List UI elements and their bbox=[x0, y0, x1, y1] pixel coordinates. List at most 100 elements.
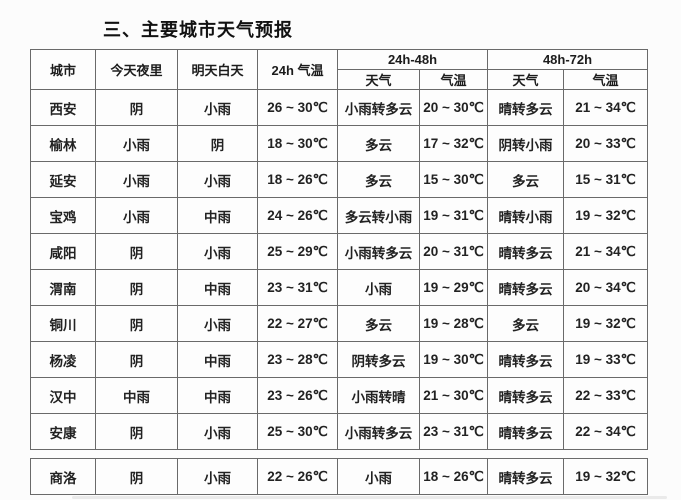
weather-48-72h-cell: 阴转小雨 bbox=[487, 125, 565, 162]
table-row: 商洛阴小雨 22 ~ 26℃ 小雨 18 ~ 26℃ 晴转多云 19 ~ 32℃ bbox=[30, 458, 648, 495]
table-row: 宝鸡 小雨 中雨 24 ~ 26℃ 多云转小雨 19 ~ 31℃ 晴转小雨 19 ~ 32℃ bbox=[30, 197, 649, 234]
tonight-weather-cell: 中雨 bbox=[95, 377, 178, 414]
temp-24h-cell: 18 ~ 30℃ bbox=[257, 125, 338, 162]
temp-24h-cell: 25 ~ 29℃ bbox=[257, 233, 338, 270]
header-weather-48-72h: 天气 bbox=[487, 69, 565, 90]
table-row: 渭南阴中雨 23 ~ 31℃ 小雨 19 ~ 29℃ 晴转多云 20 ~ 34℃ bbox=[30, 269, 649, 306]
temp-48-72h-cell: 22 ~ 33℃ bbox=[563, 377, 649, 414]
weather-24-48h-cell: 多云 bbox=[337, 125, 420, 162]
temp-48-72h-cell: 19 ~ 32℃ bbox=[563, 458, 648, 495]
temp-48-72h-cell: 19 ~ 32℃ bbox=[563, 305, 649, 342]
tonight-weather-cell: 阴 bbox=[95, 269, 178, 306]
tomorrow-weather-cell: 小雨 bbox=[177, 161, 258, 198]
temp-24h-cell: 18 ~ 26℃ bbox=[257, 161, 338, 198]
weather-48-72h-cell: 晴转多云 bbox=[487, 89, 565, 126]
temp-24h-cell: 22 ~ 26℃ bbox=[257, 458, 338, 495]
table-row: 铜川阴小雨 22 ~ 27℃ 多云 19 ~ 28℃ 多云 19 ~ 32℃ bbox=[30, 305, 649, 342]
table-header: 城市 今天夜里 明天白天 24h 气温 24h-48h 48h-72h 天气 气… bbox=[30, 49, 649, 90]
weather-24-48h-cell: 多云 bbox=[337, 161, 420, 198]
header-tomorrow-day: 明天白天 bbox=[177, 49, 258, 90]
weather-24-48h-cell: 多云 bbox=[337, 305, 420, 342]
page-title: 三、主要城市天气预报 bbox=[103, 20, 293, 40]
temp-24-48h-cell: 15 ~ 30℃ bbox=[418, 161, 489, 198]
city-cell: 渭南 bbox=[30, 269, 96, 306]
tomorrow-weather-cell: 中雨 bbox=[177, 197, 258, 234]
weather-48-72h-cell: 晴转小雨 bbox=[487, 197, 565, 234]
city-cell: 咸阳 bbox=[30, 233, 96, 270]
temp-24-48h-cell: 20 ~ 31℃ bbox=[418, 233, 489, 270]
table-row: 杨凌阴中雨 23 ~ 28℃ 阴转多云 19 ~ 30℃ 晴转多云 19 ~ 33℃ bbox=[30, 341, 649, 378]
weather-48-72h-cell: 晴转多云 bbox=[487, 377, 565, 414]
weather-24-48h-cell: 小雨转多云 bbox=[337, 413, 420, 450]
city-cell: 宝鸡 bbox=[30, 197, 96, 234]
weather-48-72h-cell: 多云 bbox=[487, 305, 565, 342]
tonight-weather-cell: 阴 bbox=[95, 89, 178, 126]
weather-48-72h-cell: 多云 bbox=[487, 161, 565, 198]
temp-48-72h-cell: 20 ~ 34℃ bbox=[563, 269, 649, 306]
tomorrow-weather-cell: 阴 bbox=[177, 125, 258, 162]
city-cell: 汉中 bbox=[30, 377, 96, 414]
city-cell: 西安 bbox=[30, 89, 96, 126]
tomorrow-weather-cell: 中雨 bbox=[177, 377, 258, 414]
city-cell: 榆林 bbox=[30, 125, 96, 162]
temp-24h-cell: 22 ~ 27℃ bbox=[257, 305, 338, 342]
tonight-weather-cell: 小雨 bbox=[95, 161, 178, 198]
weather-24-48h-cell: 阴转多云 bbox=[337, 341, 420, 378]
header-tonight: 今天夜里 bbox=[95, 49, 178, 90]
header-weather-24-48h: 天气 bbox=[337, 69, 420, 90]
temp-24-48h-cell: 19 ~ 31℃ bbox=[418, 197, 489, 234]
temp-24-48h-cell: 19 ~ 28℃ bbox=[418, 305, 489, 342]
tonight-weather-cell: 阴 bbox=[95, 233, 178, 270]
weather-24-48h-cell: 小雨 bbox=[337, 269, 420, 306]
tonight-weather-cell: 小雨 bbox=[95, 197, 178, 234]
table-row: 咸阳阴小雨 25 ~ 29℃ 小雨转多云 20 ~ 31℃ 晴转多云 21 ~ 34℃ bbox=[30, 233, 649, 270]
table-row: 延安 小雨 小雨 18 ~ 26℃ 多云 15 ~ 30℃ 多云 15 ~ 31℃ bbox=[30, 161, 649, 198]
temp-24-48h-cell: 20 ~ 30℃ bbox=[418, 89, 489, 126]
temp-24-48h-cell: 21 ~ 30℃ bbox=[418, 377, 489, 414]
tomorrow-weather-cell: 小雨 bbox=[177, 413, 258, 450]
table-row: 安康阴小雨 25 ~ 30℃ 小雨转多云 23 ~ 31℃ 晴转多云 22 ~ 34℃ bbox=[30, 413, 649, 450]
weather-table-main: 城市 今天夜里 明天白天 24h 气温 24h-48h 48h-72h 天气 气… bbox=[30, 49, 649, 450]
header-row-top: 城市 今天夜里 明天白天 24h 气温 24h-48h 48h-72h bbox=[30, 49, 649, 90]
header-range-48-72h: 48h-72h bbox=[487, 49, 649, 70]
table-body-continued: 商洛阴小雨 22 ~ 26℃ 小雨 18 ~ 26℃ 晴转多云 19 ~ 32℃ bbox=[30, 458, 648, 495]
header-24h-temp: 24h 气温 bbox=[257, 49, 338, 90]
city-cell: 铜川 bbox=[30, 305, 96, 342]
weather-24-48h-cell: 小雨转多云 bbox=[337, 89, 420, 126]
header-temp-48-72h: 气温 bbox=[563, 69, 649, 90]
city-cell: 商洛 bbox=[30, 458, 96, 495]
city-cell: 安康 bbox=[30, 413, 96, 450]
tonight-weather-cell: 阴 bbox=[95, 305, 178, 342]
tomorrow-weather-cell: 小雨 bbox=[177, 305, 258, 342]
tonight-weather-cell: 阴 bbox=[95, 341, 178, 378]
weather-48-72h-cell: 晴转多云 bbox=[487, 458, 564, 495]
temp-48-72h-cell: 15 ~ 31℃ bbox=[563, 161, 649, 198]
temp-24h-cell: 24 ~ 26℃ bbox=[257, 197, 338, 234]
weather-48-72h-cell: 晴转多云 bbox=[487, 413, 565, 450]
table-row: 榆林 小雨阴 18 ~ 30℃ 多云 17 ~ 32℃ 阴转小雨 20 ~ 33℃ bbox=[30, 125, 649, 162]
weather-24-48h-cell: 小雨 bbox=[337, 458, 420, 495]
tomorrow-weather-cell: 小雨 bbox=[177, 89, 258, 126]
header-temp-24-48h: 气温 bbox=[418, 69, 489, 90]
weather-24-48h-cell: 多云转小雨 bbox=[337, 197, 420, 234]
temp-24h-cell: 23 ~ 31℃ bbox=[257, 269, 338, 306]
table-row: 西安阴小雨 26 ~ 30℃ 小雨转多云 20 ~ 30℃ 晴转多云 21 ~ 34℃ bbox=[30, 89, 649, 126]
tomorrow-weather-cell: 小雨 bbox=[177, 233, 258, 270]
temp-48-72h-cell: 21 ~ 34℃ bbox=[563, 233, 649, 270]
tonight-weather-cell: 阴 bbox=[95, 458, 178, 495]
tonight-weather-cell: 阴 bbox=[95, 413, 178, 450]
header-range-24-48h: 24h-48h bbox=[336, 49, 489, 70]
weather-table-continued: 商洛阴小雨 22 ~ 26℃ 小雨 18 ~ 26℃ 晴转多云 19 ~ 32℃ bbox=[30, 458, 648, 495]
table-row: 汉中 中雨 中雨 23 ~ 26℃ 小雨转晴 21 ~ 30℃ 晴转多云 22 ~ 33℃ bbox=[30, 377, 649, 414]
city-cell: 延安 bbox=[30, 161, 96, 198]
table-body-main: 西安阴小雨 26 ~ 30℃ 小雨转多云 20 ~ 30℃ 晴转多云 21 ~ 34℃ 榆林… bbox=[30, 89, 649, 450]
temp-24-48h-cell: 19 ~ 29℃ bbox=[418, 269, 489, 306]
tomorrow-weather-cell: 小雨 bbox=[177, 458, 258, 495]
header-city: 城市 bbox=[30, 49, 96, 90]
weather-24-48h-cell: 小雨转多云 bbox=[337, 233, 420, 270]
temp-24h-cell: 23 ~ 28℃ bbox=[257, 341, 338, 378]
weather-24-48h-cell: 小雨转晴 bbox=[337, 377, 420, 414]
temp-48-72h-cell: 19 ~ 32℃ bbox=[563, 197, 649, 234]
temp-24-48h-cell: 23 ~ 31℃ bbox=[418, 413, 489, 450]
